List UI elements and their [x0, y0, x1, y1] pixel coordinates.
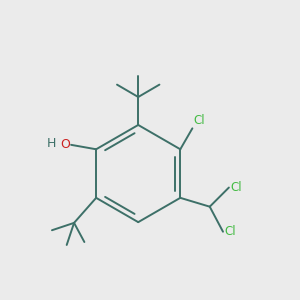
- Text: H: H: [46, 137, 56, 150]
- Text: Cl: Cl: [230, 181, 242, 194]
- Text: Cl: Cl: [224, 225, 236, 238]
- Text: Cl: Cl: [194, 114, 206, 127]
- Text: O: O: [60, 138, 70, 151]
